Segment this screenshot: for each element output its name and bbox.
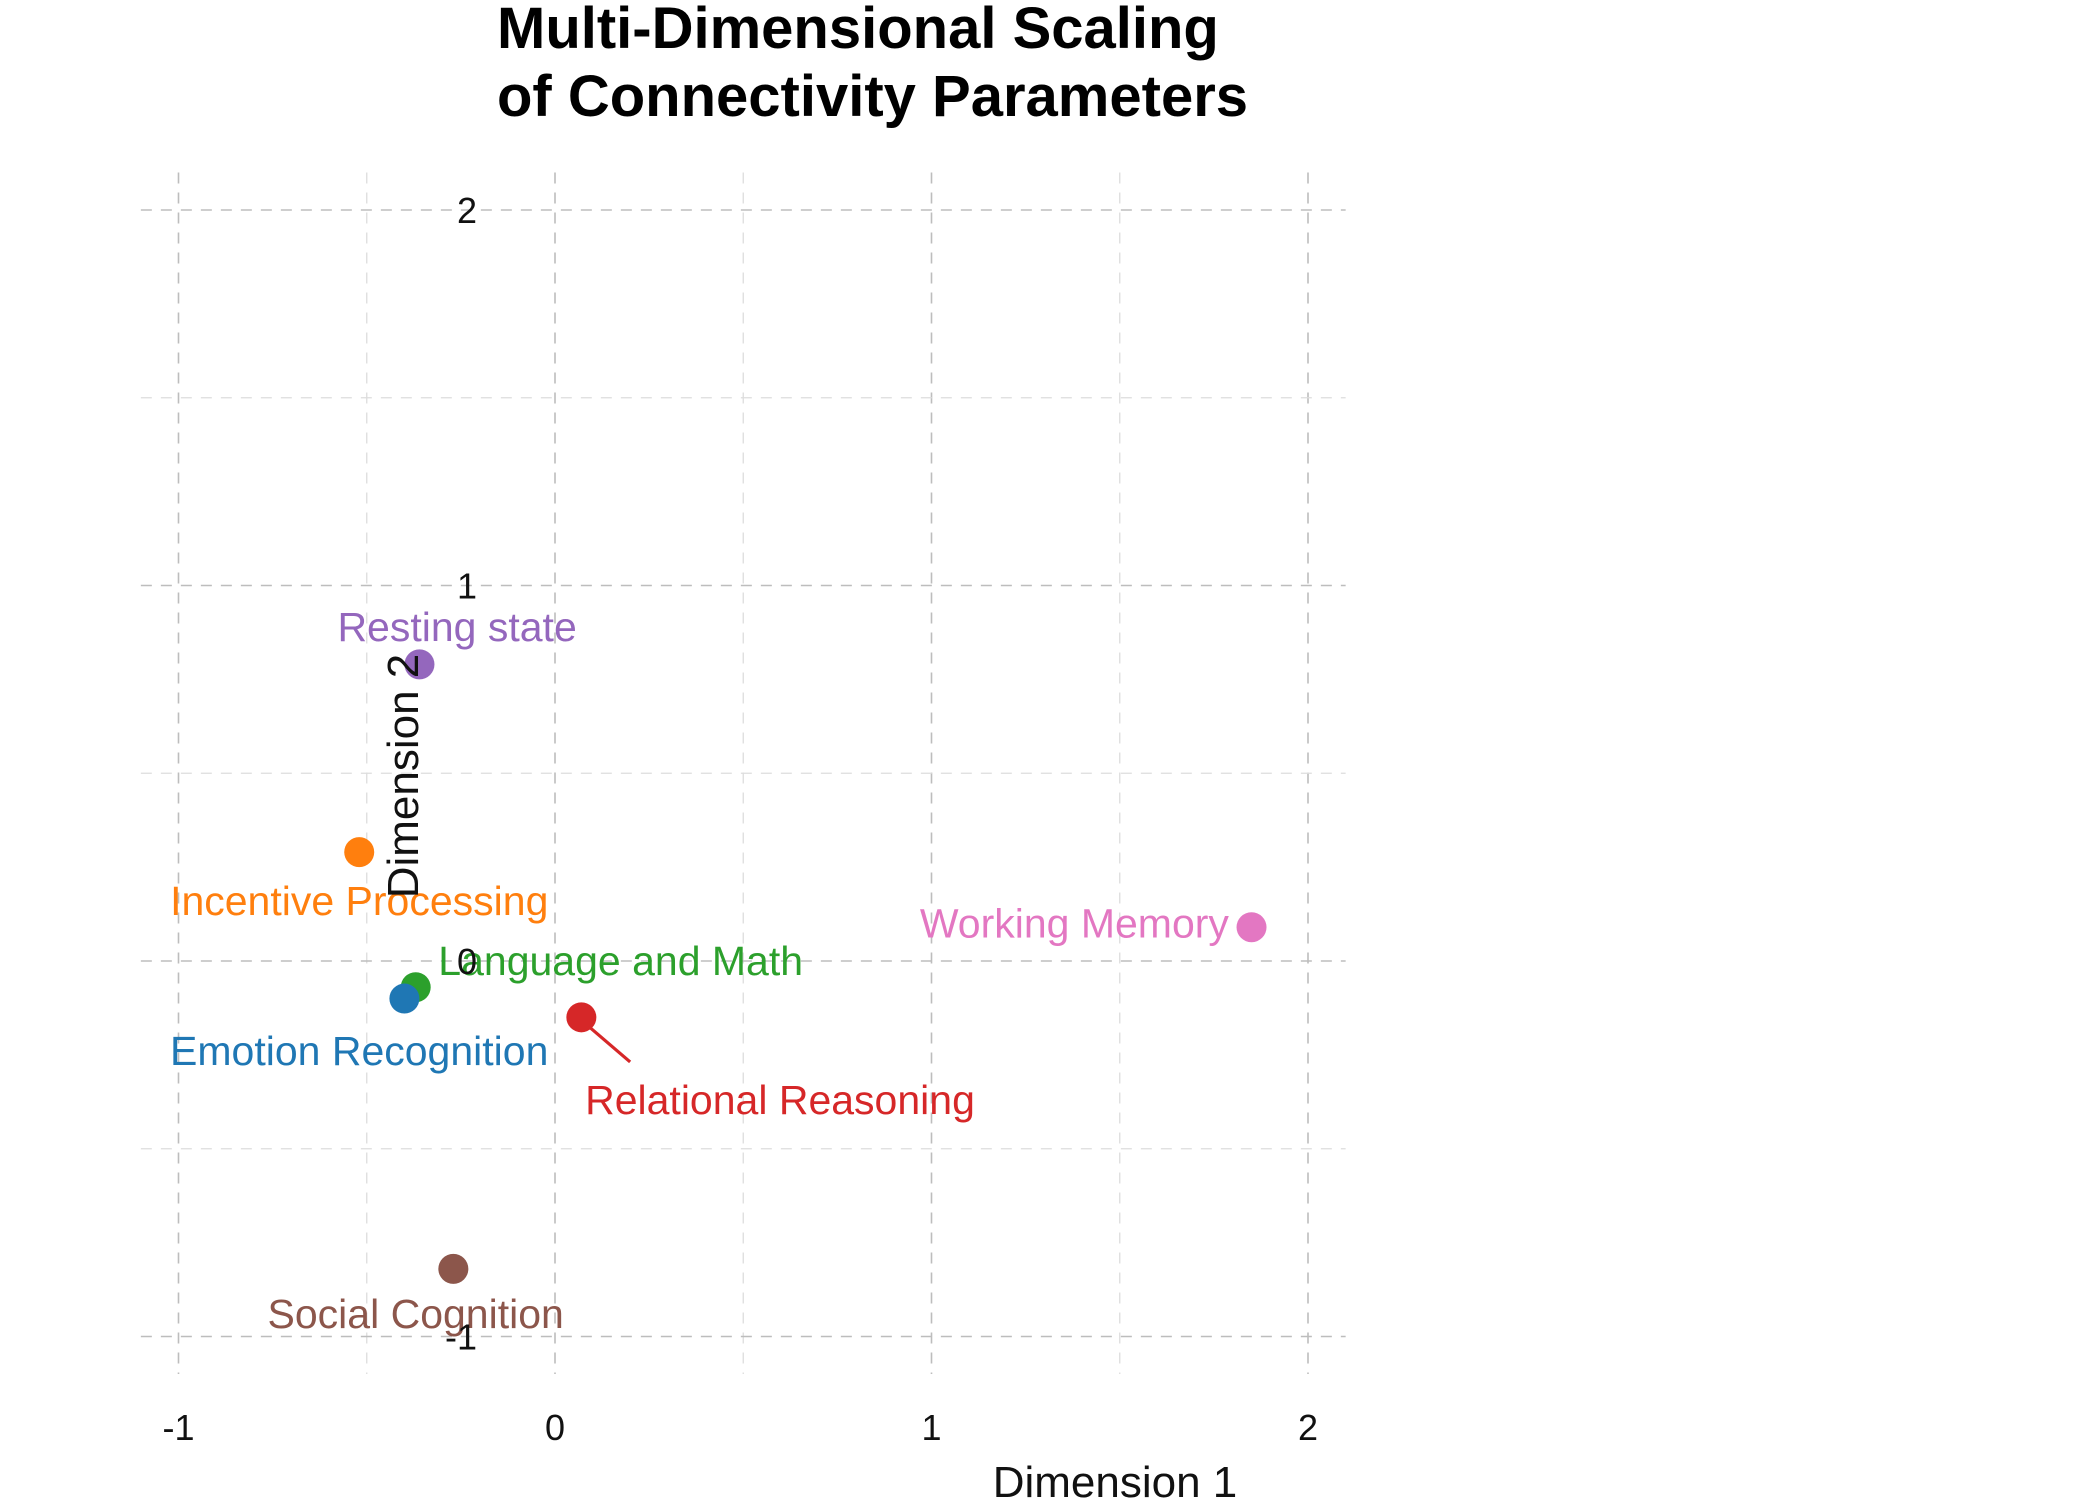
label-leader-lines: [586, 1024, 632, 1064]
point-incentive-processing: [344, 837, 375, 868]
chart-title-line-2: of Connectivity Parameters: [497, 64, 1248, 129]
leader-line-relational-reasoning: [586, 1024, 632, 1064]
data-points: [344, 649, 1267, 1284]
point-resting-state: [404, 649, 435, 680]
label-resting-state: Resting state: [337, 604, 576, 650]
grid-lines: [140, 172, 1346, 1375]
tick-labels: -1 0 1 2 -1 0 1 2: [162, 190, 1318, 1448]
y-tick-label: 1: [457, 566, 477, 607]
label-social-cognition: Social Cognition: [268, 1291, 564, 1337]
y-axis-title: Dimension 2: [379, 654, 428, 899]
label-emotion-recognition: Emotion Recognition: [170, 1028, 548, 1074]
x-tick-label: 0: [545, 1407, 565, 1448]
y-tick-label: 0: [457, 941, 477, 982]
label-incentive-processing: Incentive Processing: [170, 878, 548, 924]
x-tick-label: 2: [1298, 1407, 1318, 1448]
label-relational-reasoning: Relational Reasoning: [585, 1077, 975, 1123]
label-working-memory: Working Memory: [920, 900, 1230, 946]
chart-title-line-1: Multi-Dimensional Scaling: [497, 0, 1219, 61]
point-relational-reasoning: [566, 1002, 597, 1033]
x-tick-label: -1: [162, 1407, 194, 1448]
x-tick-label: 1: [921, 1407, 941, 1448]
x-axis-title: Dimension 1: [993, 1458, 1238, 1499]
label-language-and-math: Language and Math: [438, 938, 803, 984]
point-working-memory: [1236, 912, 1267, 943]
y-tick-label: -1: [445, 1317, 477, 1358]
point-emotion-recognition: [389, 983, 420, 1014]
point-labels: Resting state Incentive Processing Working…: [170, 604, 1229, 1337]
y-tick-label: 2: [457, 190, 477, 231]
point-social-cognition: [438, 1253, 469, 1284]
